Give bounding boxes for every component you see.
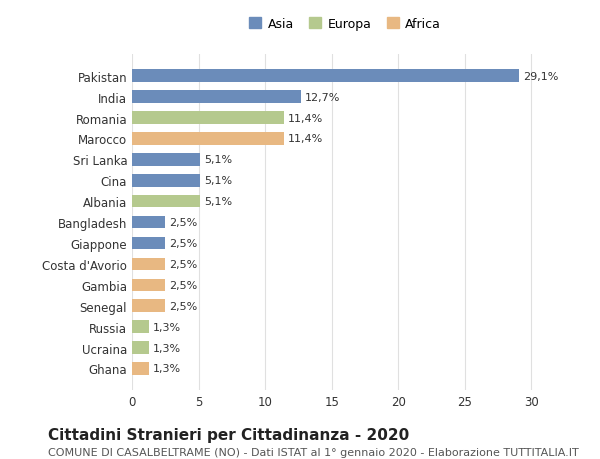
Text: 2,5%: 2,5%: [169, 218, 197, 228]
Text: 5,1%: 5,1%: [204, 155, 232, 165]
Text: 2,5%: 2,5%: [169, 301, 197, 311]
Bar: [132, 258, 165, 271]
Legend: Asia, Europa, Africa: Asia, Europa, Africa: [249, 18, 441, 31]
Bar: [132, 279, 165, 291]
Bar: [132, 216, 165, 229]
Bar: [132, 321, 149, 333]
Text: COMUNE DI CASALBELTRAME (NO) - Dati ISTAT al 1° gennaio 2020 - Elaborazione TUTT: COMUNE DI CASALBELTRAME (NO) - Dati ISTA…: [48, 448, 579, 458]
Text: 1,3%: 1,3%: [154, 343, 181, 353]
Text: 5,1%: 5,1%: [204, 197, 232, 207]
Text: 29,1%: 29,1%: [523, 72, 559, 82]
Bar: [132, 112, 284, 124]
Text: Cittadini Stranieri per Cittadinanza - 2020: Cittadini Stranieri per Cittadinanza - 2…: [48, 427, 409, 442]
Text: 5,1%: 5,1%: [204, 176, 232, 186]
Bar: [132, 154, 200, 166]
Text: 2,5%: 2,5%: [169, 280, 197, 290]
Bar: [132, 363, 149, 375]
Bar: [132, 196, 200, 208]
Bar: [132, 91, 301, 104]
Text: 11,4%: 11,4%: [288, 113, 323, 123]
Bar: [132, 237, 165, 250]
Text: 12,7%: 12,7%: [305, 92, 340, 102]
Text: 2,5%: 2,5%: [169, 259, 197, 269]
Bar: [132, 341, 149, 354]
Text: 11,4%: 11,4%: [288, 134, 323, 144]
Bar: [132, 300, 165, 312]
Text: 1,3%: 1,3%: [154, 322, 181, 332]
Bar: [132, 70, 520, 83]
Text: 1,3%: 1,3%: [154, 364, 181, 374]
Bar: [132, 174, 200, 187]
Text: 2,5%: 2,5%: [169, 239, 197, 248]
Bar: [132, 133, 284, 146]
